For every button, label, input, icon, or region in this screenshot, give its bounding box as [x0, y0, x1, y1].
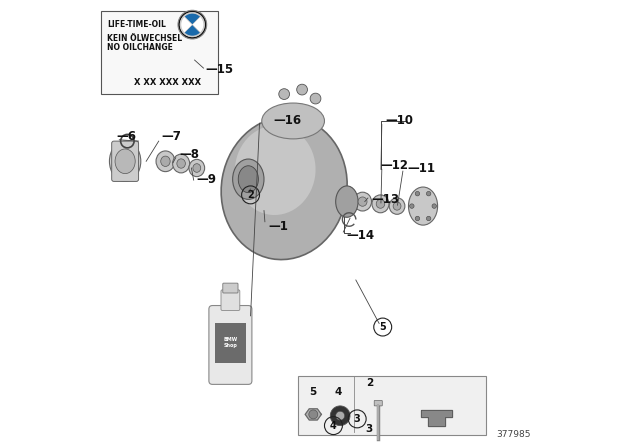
Text: KEIN ÖLWECHSEL: KEIN ÖLWECHSEL: [108, 34, 182, 43]
Text: 377985: 377985: [496, 430, 531, 439]
Circle shape: [279, 89, 289, 99]
Ellipse shape: [238, 166, 259, 193]
Text: —16: —16: [273, 114, 301, 128]
Ellipse shape: [354, 192, 371, 211]
Text: —12: —12: [380, 159, 408, 172]
Wedge shape: [184, 25, 200, 36]
Text: —13: —13: [371, 193, 399, 206]
FancyBboxPatch shape: [209, 306, 252, 384]
Text: 2: 2: [365, 378, 373, 388]
Circle shape: [426, 216, 431, 221]
Text: LIFE-TIME-OIL: LIFE-TIME-OIL: [108, 20, 166, 29]
Text: 2: 2: [247, 190, 254, 200]
Text: —1: —1: [269, 220, 289, 233]
Circle shape: [309, 410, 318, 419]
Circle shape: [178, 10, 207, 39]
Ellipse shape: [109, 141, 141, 181]
Ellipse shape: [372, 195, 389, 213]
Ellipse shape: [193, 164, 201, 172]
Wedge shape: [180, 16, 192, 33]
FancyBboxPatch shape: [215, 323, 246, 363]
Text: —10: —10: [385, 114, 413, 128]
Ellipse shape: [189, 159, 205, 177]
Text: —14: —14: [346, 228, 374, 242]
Wedge shape: [184, 13, 200, 25]
Text: NO OILCHANGE: NO OILCHANGE: [108, 43, 173, 52]
Wedge shape: [192, 16, 204, 33]
Text: —11: —11: [407, 161, 435, 175]
Ellipse shape: [221, 117, 347, 259]
Ellipse shape: [376, 199, 385, 208]
Text: —7: —7: [161, 130, 181, 143]
Ellipse shape: [389, 198, 405, 214]
FancyBboxPatch shape: [112, 141, 139, 181]
Text: 3: 3: [354, 414, 360, 424]
FancyBboxPatch shape: [221, 290, 240, 310]
Ellipse shape: [358, 197, 367, 206]
Ellipse shape: [235, 125, 316, 215]
Text: —15: —15: [206, 63, 234, 76]
Ellipse shape: [161, 156, 170, 167]
Circle shape: [336, 411, 345, 420]
Circle shape: [410, 204, 414, 208]
Text: X XX XXX XXX: X XX XXX XXX: [134, 78, 201, 87]
Text: 5: 5: [308, 387, 316, 397]
Ellipse shape: [173, 154, 189, 173]
FancyBboxPatch shape: [374, 401, 382, 406]
Polygon shape: [421, 410, 452, 426]
Text: 3: 3: [365, 424, 373, 434]
Circle shape: [297, 84, 307, 95]
Circle shape: [310, 93, 321, 104]
Text: —6: —6: [116, 130, 136, 143]
Circle shape: [180, 13, 205, 37]
Ellipse shape: [336, 186, 358, 217]
Ellipse shape: [393, 202, 401, 210]
Ellipse shape: [233, 159, 264, 199]
FancyBboxPatch shape: [298, 376, 486, 435]
Polygon shape: [305, 409, 321, 420]
Ellipse shape: [177, 159, 186, 168]
FancyBboxPatch shape: [223, 283, 238, 293]
Circle shape: [415, 216, 420, 221]
Text: —8: —8: [179, 148, 199, 161]
Ellipse shape: [408, 187, 438, 225]
Circle shape: [432, 204, 436, 208]
Text: 4: 4: [334, 387, 342, 397]
Circle shape: [426, 191, 431, 196]
Circle shape: [330, 406, 350, 426]
Text: 5: 5: [380, 322, 386, 332]
Circle shape: [415, 191, 420, 196]
Text: —9: —9: [197, 172, 217, 186]
Ellipse shape: [262, 103, 324, 139]
Text: BMW
Shop: BMW Shop: [223, 337, 237, 348]
Text: 4: 4: [330, 421, 337, 431]
Ellipse shape: [115, 149, 135, 173]
FancyBboxPatch shape: [101, 11, 218, 94]
Ellipse shape: [156, 151, 175, 172]
